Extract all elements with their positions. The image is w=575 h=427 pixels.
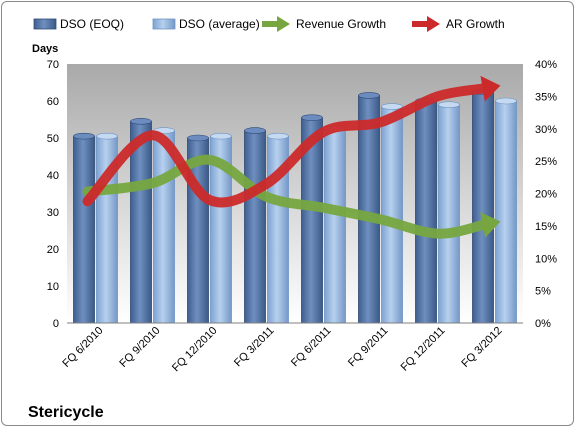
y-tick-label: 40 <box>47 170 59 182</box>
bar-dso-eoq <box>472 91 494 324</box>
x-axis-ticks: FQ 6/2010 FQ 9/2010 FQ 12/2010 FQ 3/2011 FQ … <box>60 325 504 375</box>
bar-cap-dso-eoq <box>301 114 323 121</box>
y-axis-title: Days <box>32 43 58 55</box>
revenue-growth-line <box>82 154 490 239</box>
bar-dso-eoq <box>244 130 266 324</box>
company-name: Stericycle <box>28 404 104 421</box>
bar-cap-dso-average <box>381 103 403 110</box>
legend-label-dso-eoq-: DSO (EOQ) <box>60 17 124 31</box>
y-tick-label: 70 <box>47 59 59 71</box>
legend-arrow-ar-growth <box>427 16 440 32</box>
x-tick-label: FQ 3/2012 <box>459 325 504 370</box>
bar-cap-dso-eoq <box>130 118 152 125</box>
legend-swatch-dso-average- <box>152 18 176 30</box>
x-tick-label: FQ 9/2010 <box>117 325 162 370</box>
legend-label-revenue-growth: Revenue Growth <box>296 17 386 31</box>
bar-dso-average <box>381 106 403 324</box>
revenue-growth-arrowhead <box>480 212 501 238</box>
right-axis-ticks: 0% 5% 10% 15% 20% 25% 30% 35% 40% <box>535 59 557 330</box>
bar-dso-average <box>438 104 460 324</box>
bar-cap-dso-average <box>267 132 289 140</box>
bar-cap-dso-eoq <box>358 92 380 99</box>
bar-cap-dso-eoq <box>244 127 266 134</box>
x-tick-label: FQ 9/2011 <box>346 325 391 370</box>
legend: DSO (EOQ) DSO (average) Revenue Growth AR G… <box>33 16 505 32</box>
ar-growth-arrowhead <box>480 75 501 102</box>
x-tick-label: FQ 3/2011 <box>232 325 277 370</box>
y-tick-label: 50 <box>47 133 59 145</box>
bar-dso-eoq <box>415 100 437 324</box>
y2-tick-label: 30% <box>535 124 557 136</box>
y2-tick-label: 5% <box>535 286 551 298</box>
y-tick-label: 0 <box>53 318 59 330</box>
bar-cap-dso-average <box>96 132 118 140</box>
legend-arrow-revenue-growth <box>277 16 290 32</box>
y2-tick-label: 10% <box>535 253 557 265</box>
x-tick-label: FQ 12/2011 <box>399 325 448 374</box>
bar-cap-dso-eoq <box>73 132 95 140</box>
y-tick-label: 30 <box>47 207 59 219</box>
bar-dso-average <box>324 128 346 324</box>
y2-tick-label: 35% <box>535 91 557 103</box>
x-tick-label: FQ 12/2010 <box>170 325 220 375</box>
legend-swatch-dso-eoq- <box>33 18 57 30</box>
y-tick-label: 20 <box>47 244 59 256</box>
bar-dso-average <box>495 100 517 324</box>
y2-tick-label: 20% <box>535 189 557 201</box>
y2-tick-label: 40% <box>535 59 557 71</box>
bar-cap-dso-average <box>495 97 517 105</box>
growth-lines-group <box>82 75 501 239</box>
left-axis-ticks: 0 10 20 30 40 50 60 70 <box>47 59 59 330</box>
legend-label-dso-average-: DSO (average) <box>179 17 260 31</box>
y2-tick-label: 0% <box>535 318 551 330</box>
bar-cap-dso-average <box>438 101 460 108</box>
y-tick-label: 10 <box>47 281 59 293</box>
bar-cap-dso-average <box>210 132 232 140</box>
bar-cap-dso-eoq <box>187 134 209 142</box>
y2-tick-label: 15% <box>535 221 557 233</box>
x-tick-label: FQ 6/2010 <box>60 325 105 370</box>
bar-dso-eoq <box>73 135 95 324</box>
legend-label-ar-growth: AR Growth <box>446 17 505 31</box>
y2-tick-label: 25% <box>535 156 557 168</box>
bar-dso-average <box>153 130 175 324</box>
x-tick-label: FQ 6/2011 <box>289 325 334 370</box>
y-tick-label: 60 <box>47 96 59 108</box>
